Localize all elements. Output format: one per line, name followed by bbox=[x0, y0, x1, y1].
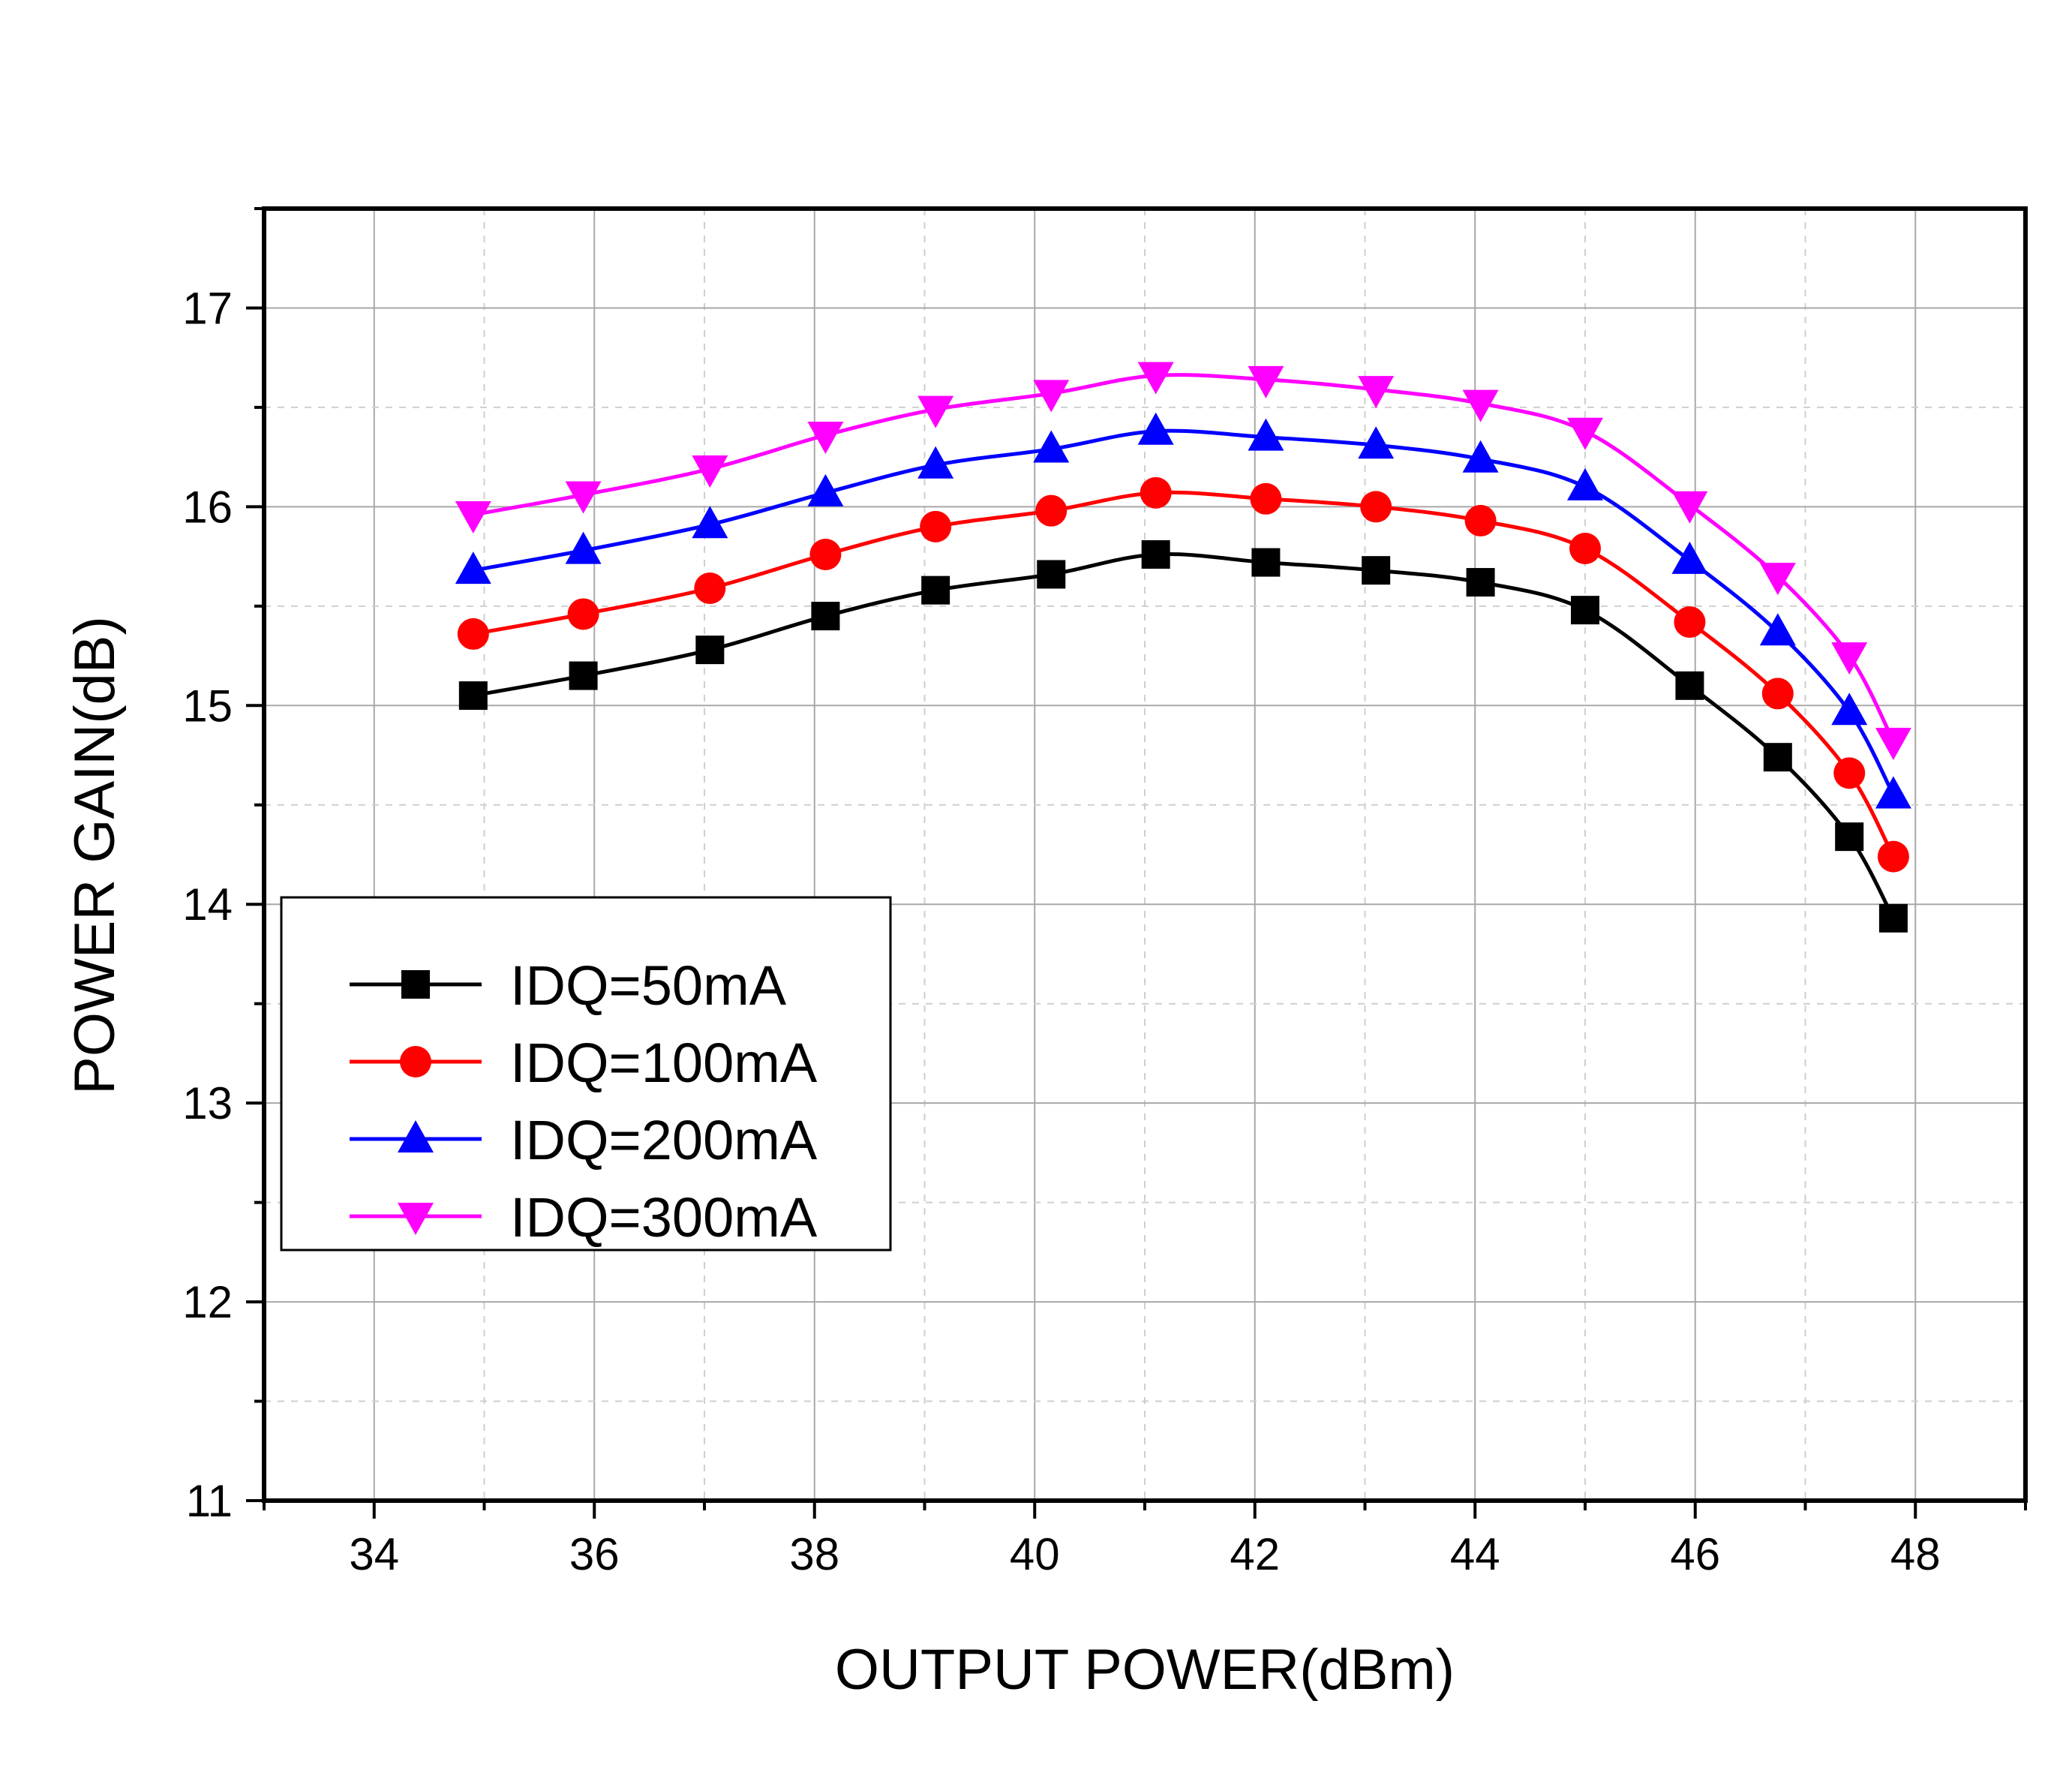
data-point-idq-100ma bbox=[1250, 482, 1282, 515]
data-point-idq-50ma bbox=[1251, 548, 1281, 577]
data-point-idq-200ma bbox=[1033, 430, 1070, 463]
x-tick-label: 42 bbox=[1230, 1529, 1280, 1579]
data-point-idq-200ma bbox=[917, 446, 954, 479]
legend-label: IDQ=300mA bbox=[510, 1186, 818, 1249]
data-point-idq-200ma bbox=[1875, 776, 1911, 809]
data-point-idq-50ma bbox=[1141, 539, 1170, 569]
data-point-idq-200ma bbox=[1358, 426, 1395, 459]
series-idq-200ma bbox=[455, 412, 1911, 809]
legend-marker-sample bbox=[398, 1203, 434, 1235]
data-point-idq-100ma bbox=[1140, 476, 1172, 509]
legend-item-idq-200ma: IDQ=200mA bbox=[350, 1109, 818, 1171]
x-tick-label: 34 bbox=[349, 1529, 399, 1579]
legend-item-idq-50ma: IDQ=50mA bbox=[350, 954, 787, 1017]
data-point-idq-100ma bbox=[567, 598, 599, 630]
data-point-idq-100ma bbox=[1674, 606, 1706, 639]
series-idq-50ma bbox=[458, 539, 1908, 933]
x-tick-label: 44 bbox=[1450, 1529, 1500, 1579]
y-tick-label: 16 bbox=[182, 482, 233, 532]
data-point-idq-200ma bbox=[1137, 412, 1174, 445]
x-tick-label: 48 bbox=[1890, 1529, 1941, 1579]
y-tick-label: 11 bbox=[186, 1476, 233, 1526]
y-tick-label: 12 bbox=[182, 1277, 233, 1327]
data-point-idq-300ma bbox=[1831, 642, 1868, 675]
legend-marker-sample bbox=[400, 1046, 431, 1077]
y-tick-label: 17 bbox=[182, 283, 233, 333]
data-point-idq-50ma bbox=[811, 602, 840, 631]
series-idq-300ma bbox=[455, 362, 1911, 760]
data-point-idq-200ma bbox=[1831, 693, 1868, 726]
data-point-idq-300ma bbox=[1358, 376, 1395, 409]
data-point-idq-50ma bbox=[1037, 560, 1066, 589]
legend-label: IDQ=200mA bbox=[510, 1109, 818, 1171]
data-point-idq-300ma bbox=[917, 395, 954, 428]
x-tick-label: 38 bbox=[789, 1529, 839, 1579]
legend-item-idq-300ma: IDQ=300mA bbox=[350, 1186, 818, 1249]
data-point-idq-300ma bbox=[565, 481, 602, 514]
data-point-idq-100ma bbox=[1360, 491, 1392, 523]
data-point-idq-300ma bbox=[1137, 362, 1174, 395]
data-point-idq-200ma bbox=[1759, 613, 1796, 646]
data-point-idq-100ma bbox=[1761, 678, 1794, 710]
y-axis-title: POWER GAIN(dB) bbox=[63, 616, 127, 1095]
series-layer bbox=[455, 362, 1911, 933]
data-point-idq-200ma bbox=[1462, 440, 1499, 473]
data-point-idq-300ma bbox=[1875, 727, 1911, 760]
data-point-idq-50ma bbox=[1835, 822, 1864, 852]
legend-item-idq-100ma: IDQ=100mA bbox=[350, 1032, 818, 1094]
legend-label: IDQ=100mA bbox=[510, 1032, 818, 1094]
data-point-idq-50ma bbox=[1878, 903, 1908, 933]
data-point-idq-50ma bbox=[1362, 556, 1391, 585]
data-point-idq-200ma bbox=[692, 506, 728, 539]
legend-box bbox=[280, 896, 892, 1252]
data-point-idq-100ma bbox=[1569, 533, 1601, 565]
data-point-idq-100ma bbox=[694, 572, 726, 605]
data-point-idq-100ma bbox=[1833, 757, 1866, 789]
data-point-idq-50ma bbox=[921, 575, 950, 605]
data-point-idq-200ma bbox=[1248, 418, 1284, 451]
data-point-idq-100ma bbox=[809, 538, 842, 570]
data-point-idq-100ma bbox=[1464, 504, 1497, 536]
y-tick-label: 13 bbox=[182, 1078, 233, 1128]
legend-marker-sample bbox=[401, 970, 430, 999]
data-point-idq-100ma bbox=[457, 618, 489, 650]
data-point-idq-300ma bbox=[1759, 563, 1796, 596]
data-point-idq-50ma bbox=[1675, 671, 1704, 700]
y-tick-label: 15 bbox=[182, 681, 233, 731]
data-point-idq-200ma bbox=[565, 531, 602, 564]
legend: IDQ=50mA IDQ=100mA IDQ=200mA IDQ=300mA bbox=[280, 896, 892, 1252]
data-point-idq-100ma bbox=[920, 510, 952, 542]
x-tick-label: 40 bbox=[1010, 1529, 1060, 1579]
data-point-idq-50ma bbox=[458, 681, 488, 711]
data-point-idq-300ma bbox=[1462, 389, 1499, 422]
data-point-idq-300ma bbox=[1567, 417, 1603, 450]
data-point-idq-200ma bbox=[455, 551, 491, 584]
axis-ticks: 34 36 38 40 42 44 46 48 11 12 13 14 15 16 17 bbox=[182, 207, 2027, 1579]
data-point-idq-50ma bbox=[695, 636, 725, 665]
legend-marker-sample bbox=[398, 1120, 434, 1152]
data-point-idq-50ma bbox=[1466, 568, 1495, 597]
data-point-idq-100ma bbox=[1877, 840, 1909, 873]
data-point-idq-300ma bbox=[1671, 491, 1708, 524]
series-idq-100ma bbox=[457, 476, 1909, 873]
data-point-idq-300ma bbox=[1248, 365, 1284, 398]
data-point-idq-200ma bbox=[807, 473, 844, 506]
data-point-idq-300ma bbox=[807, 422, 844, 455]
data-point-idq-50ma bbox=[569, 661, 598, 690]
x-axis-title: OUTPUT POWER(dBm) bbox=[835, 1638, 1455, 1702]
x-tick-label: 36 bbox=[569, 1529, 620, 1579]
data-point-idq-50ma bbox=[1763, 743, 1792, 772]
data-point-idq-300ma bbox=[1033, 380, 1070, 413]
data-point-idq-300ma bbox=[455, 500, 491, 533]
legend-label: IDQ=50mA bbox=[510, 954, 787, 1017]
data-point-idq-300ma bbox=[692, 455, 728, 488]
data-point-idq-50ma bbox=[1571, 596, 1599, 625]
x-tick-label: 46 bbox=[1670, 1529, 1720, 1579]
data-point-idq-200ma bbox=[1671, 541, 1708, 574]
data-point-idq-100ma bbox=[1035, 494, 1068, 527]
data-point-idq-200ma bbox=[1567, 467, 1603, 500]
y-tick-label: 14 bbox=[182, 879, 233, 930]
